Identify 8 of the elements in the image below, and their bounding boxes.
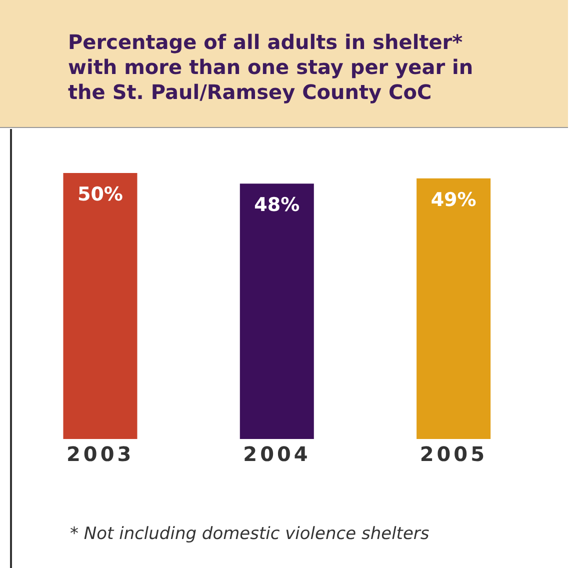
data-label: 50%: [77, 183, 123, 206]
data-label: 49%: [430, 188, 476, 211]
chart-title: Percentage of all adults in shelter* with more than one stay per year in the St. Paul/Ramsey County CoC: [68, 30, 474, 105]
x-tick-label: 2003: [66, 442, 134, 466]
text: * Not including domestic violence shelters: [70, 524, 430, 544]
data-label: 48%: [254, 194, 300, 216]
x-tick-label: 2004: [243, 442, 311, 466]
x-tick-label: 2005: [420, 442, 488, 466]
